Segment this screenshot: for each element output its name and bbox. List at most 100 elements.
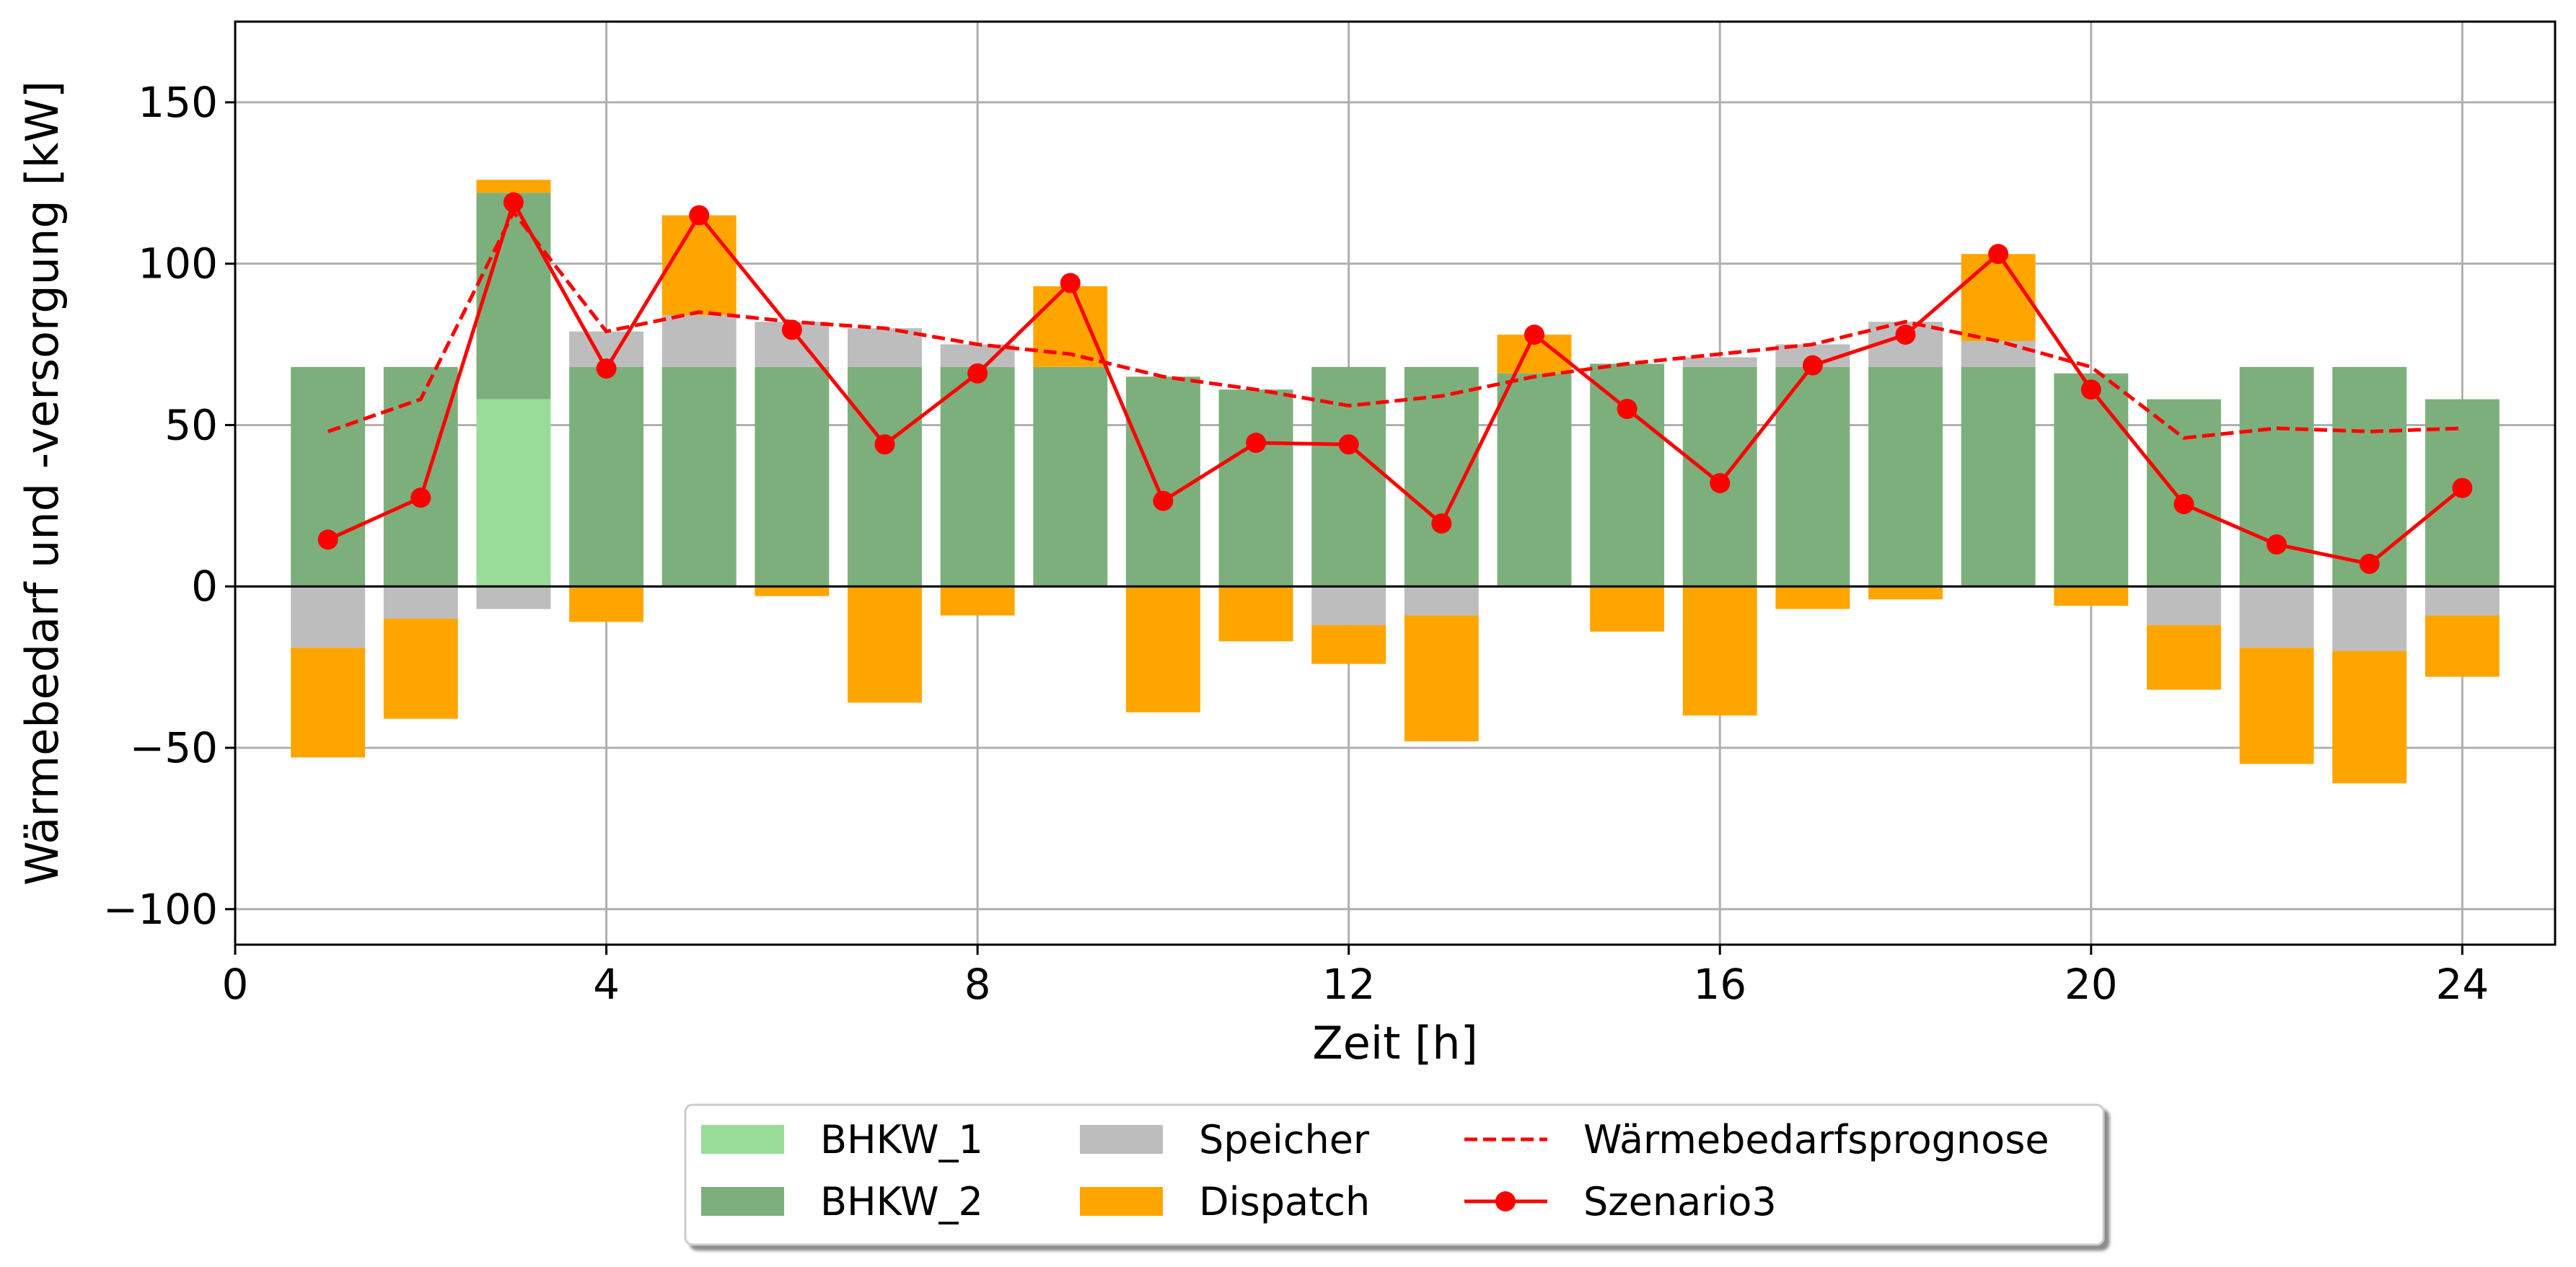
bar-dispatch-negative — [2146, 624, 2221, 690]
bar-dispatch-negative — [2332, 650, 2407, 784]
bar-dispatch — [1961, 254, 2036, 342]
x-tick-label: 24 — [2435, 960, 2489, 1009]
plot-frame — [234, 20, 2557, 946]
x-tick-label: 8 — [964, 960, 991, 1009]
bar-dispatch-negative — [1590, 586, 1665, 632]
bar-speicher — [1682, 357, 1757, 367]
bar-dispatch-negative — [1775, 586, 1850, 609]
scenario3-point — [503, 192, 524, 213]
x-tick-label: 20 — [2065, 960, 2118, 1009]
bar-speicher-negative — [2239, 586, 2314, 648]
bar-dispatch-negative — [569, 586, 644, 622]
bar-speicher-negative — [291, 586, 366, 648]
scenario3-point — [874, 434, 895, 455]
legend-swatch-dispatch — [1080, 1187, 1163, 1216]
scenario3-point — [1524, 325, 1544, 345]
scenario3-point — [2452, 477, 2473, 498]
bar-bhkw-2 — [1311, 366, 1386, 587]
bar-bhkw-1 — [476, 399, 551, 587]
bar-dispatch-negative — [1125, 586, 1200, 712]
x-tick-label: 4 — [593, 960, 620, 1009]
legend-label: Wärmebedarfsprognose — [1583, 1117, 2049, 1162]
bar-bhkw-2 — [755, 366, 830, 587]
legend-swatch-bhkw-2 — [701, 1187, 784, 1216]
x-tick-label: 12 — [1322, 960, 1376, 1009]
scenario3-point — [2359, 553, 2380, 574]
bar-dispatch-negative — [2054, 586, 2129, 606]
bar-bhkw-2 — [476, 193, 551, 399]
bar-dispatch-negative — [940, 586, 1015, 616]
bar-bhkw-2 — [291, 366, 366, 587]
bar-dispatch-negative — [2239, 648, 2314, 764]
scenario3-point — [1153, 490, 1174, 511]
bar-bhkw-2 — [569, 366, 644, 587]
bar-speicher — [848, 328, 922, 367]
bar-speicher-negative — [1404, 586, 1479, 616]
bar-speicher-negative — [383, 586, 458, 619]
bar-dispatch-negative — [1868, 586, 1943, 600]
bar-dispatch-negative — [848, 586, 922, 703]
lines-group — [317, 192, 2473, 574]
legend: BHKW_1 BHKW_2 Speicher Dispatch Wärmebedarfs… — [684, 1103, 2105, 1246]
y-tick-label: −100 — [103, 885, 218, 934]
legend-box — [684, 1103, 2105, 1246]
scenario3-point — [1060, 273, 1081, 293]
bar-bhkw-2 — [1775, 366, 1850, 587]
legend-marker-scenario3 — [1495, 1191, 1516, 1211]
scenario3-point — [1802, 355, 1823, 376]
bar-dispatch-negative — [383, 618, 458, 719]
bar-dispatch-negative — [1404, 615, 1479, 742]
x-tick-label: 16 — [1693, 960, 1746, 1009]
bar-bhkw-2 — [1125, 376, 1200, 587]
bar-bhkw-2 — [1961, 366, 2036, 587]
y-tick-label: 0 — [191, 562, 218, 611]
bar-speicher — [1961, 341, 2036, 367]
bars-group — [291, 180, 2500, 784]
bar-speicher-negative — [476, 586, 551, 609]
bar-bhkw-2 — [661, 366, 737, 587]
bar-speicher — [661, 315, 737, 367]
legend-swatch-bhkw-1 — [701, 1125, 784, 1154]
scenario3-point — [1246, 433, 1267, 454]
bar-dispatch — [661, 215, 737, 316]
bar-bhkw-2 — [848, 366, 922, 587]
scenario3-point — [689, 205, 710, 226]
bar-dispatch-negative — [1682, 586, 1757, 716]
bar-bhkw-2 — [1868, 366, 1943, 587]
scenario3-point — [1988, 244, 2009, 265]
legend-label: BHKW_1 — [820, 1117, 983, 1162]
scenario3-point — [1895, 325, 1916, 345]
scenario3-point — [1617, 399, 1638, 420]
bar-speicher-negative — [2332, 586, 2407, 651]
scenario3-point — [1338, 434, 1359, 455]
scenario3-point — [781, 319, 802, 340]
y-tick-label: −50 — [130, 723, 218, 772]
scenario3-point — [967, 363, 988, 384]
scenario3-point — [410, 487, 431, 508]
bar-speicher-negative — [2146, 586, 2221, 625]
bar-dispatch-negative — [291, 648, 366, 758]
x-tick-label: 0 — [222, 960, 249, 1009]
y-tick-label: 100 — [138, 239, 218, 288]
y-tick-label: 150 — [138, 78, 218, 127]
scenario3-point — [1710, 473, 1731, 493]
scenario3-point — [2267, 534, 2287, 555]
legend-swatch-speicher — [1080, 1125, 1163, 1154]
scenario3-line — [327, 198, 2463, 566]
axis-ticks: 0 4 8 12 16 20 24 −100 −50 0 50 100 150 — [103, 78, 2489, 1009]
legend-label: BHKW_2 — [820, 1179, 983, 1224]
bar-bhkw-2 — [1218, 389, 1293, 587]
bar-dispatch-negative — [2425, 615, 2500, 677]
bar-dispatch-negative — [1218, 586, 1293, 642]
legend-label: Speicher — [1199, 1117, 1370, 1162]
bar-dispatch-negative — [755, 586, 830, 596]
bar-bhkw-2 — [1033, 366, 1108, 587]
scenario3-point — [596, 358, 617, 379]
bar-bhkw-2 — [1497, 373, 1572, 587]
bar-speicher-negative — [2425, 586, 2500, 616]
scenario3-point — [317, 529, 338, 550]
bar-dispatch — [476, 180, 551, 193]
forecast-line — [327, 208, 2463, 440]
bar-bhkw-2 — [940, 366, 1015, 587]
